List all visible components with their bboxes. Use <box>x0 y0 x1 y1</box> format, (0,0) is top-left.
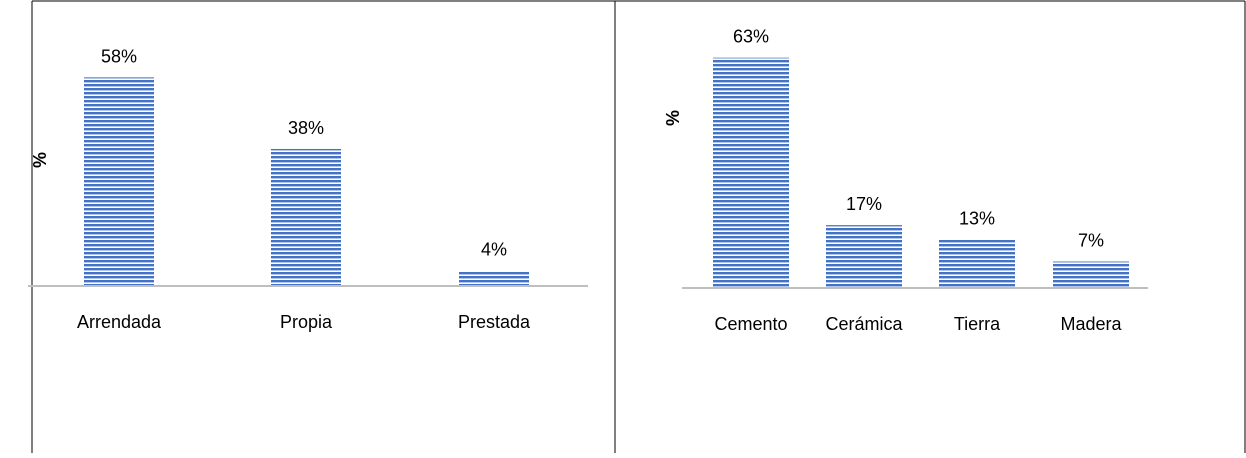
bar-propia <box>271 148 341 285</box>
bar-prestada <box>459 270 529 285</box>
data-label: 4% <box>481 240 507 260</box>
bar-arrendada <box>84 77 154 285</box>
category-label: Prestada <box>458 312 531 332</box>
category-label: Cerámica <box>825 314 903 334</box>
chart-floor-material: % 63% Cemento 17% Cerámica 13% Tierra 7% Madera <box>663 27 1148 334</box>
category-label: Tierra <box>954 314 1001 334</box>
chart-housing-tenure: % 58% Arrendada 38% Propia 4% Prestada <box>28 46 588 332</box>
bar-tierra <box>939 239 1015 287</box>
category-label: Arrendada <box>77 312 162 332</box>
data-label: 38% <box>288 118 324 138</box>
bar-cemento <box>713 57 789 288</box>
data-label: 7% <box>1078 231 1104 251</box>
data-label: 17% <box>846 194 882 214</box>
data-label: 63% <box>733 27 769 47</box>
y-axis-label: % <box>663 110 683 126</box>
bar-madera <box>1053 261 1129 287</box>
data-label: 58% <box>101 46 137 66</box>
bar-cerámica <box>826 225 902 287</box>
category-label: Cemento <box>714 314 787 334</box>
y-axis-label: % <box>30 152 50 168</box>
data-label: 13% <box>959 209 995 229</box>
category-label: Madera <box>1060 314 1122 334</box>
category-label: Propia <box>280 312 333 332</box>
